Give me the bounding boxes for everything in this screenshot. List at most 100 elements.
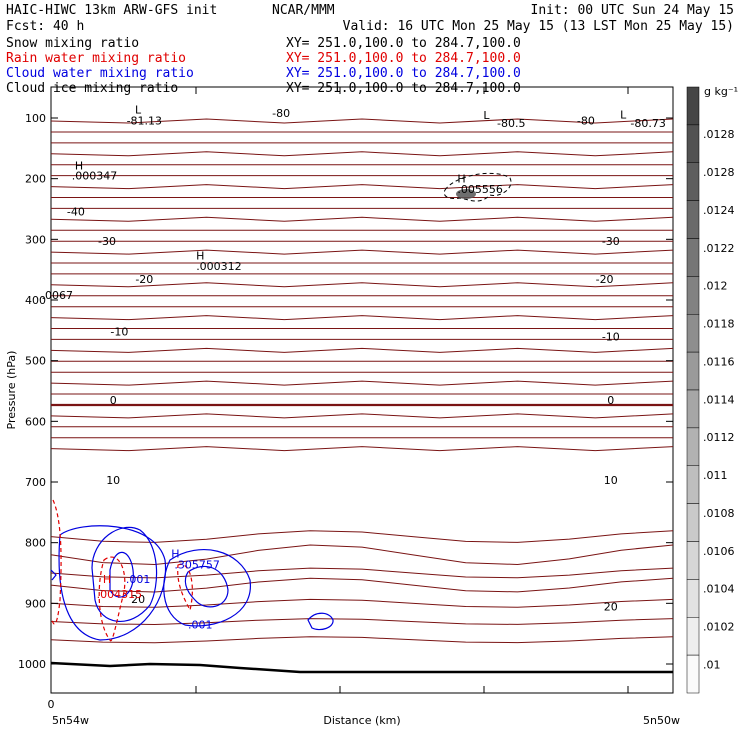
field-name-rain: Rain water mixing ratio <box>6 51 186 66</box>
colorbar-label: .01 <box>703 658 721 671</box>
colorbar-label: .012 <box>703 280 728 293</box>
temperature-label: -30 <box>602 235 620 248</box>
colorbar-swatch <box>686 579 700 618</box>
extremum-label: .000312 <box>196 260 242 273</box>
isotherm <box>50 544 674 566</box>
extremum-label: .0067 <box>41 289 73 302</box>
field-name-snow: Snow mixing ratio <box>6 36 139 51</box>
cloud-water-contour <box>109 551 134 598</box>
temperature-label: L <box>135 104 142 117</box>
colorbar-swatch <box>686 654 700 694</box>
extremum-label: H <box>103 573 111 586</box>
temperature-label: -40 <box>67 205 85 218</box>
temperature-label: 20 <box>604 600 618 613</box>
cloud-water-contour <box>163 549 251 627</box>
isotherm <box>50 315 674 321</box>
colorbar-label: .0112 <box>703 431 735 444</box>
isotherm <box>50 380 674 386</box>
temperature-label: -20 <box>135 273 153 286</box>
extremum-label: H <box>75 159 83 172</box>
y-tick-label: 800 <box>25 537 46 550</box>
colorbar-label: .0108 <box>703 507 735 520</box>
colorbar-swatch <box>686 200 700 239</box>
cloud-water-contour <box>91 526 158 622</box>
isotherm <box>50 567 674 579</box>
header-forecast-hour: Fcst: 40 h <box>6 19 84 34</box>
isotherm <box>50 618 674 626</box>
colorbar-swatch <box>686 276 700 315</box>
colorbar-label: .0124 <box>703 204 735 217</box>
colorbar-swatch <box>686 503 700 542</box>
x-tick-label: 0 <box>48 698 55 711</box>
y-tick-label: 300 <box>25 233 46 246</box>
rain-water-contour <box>177 563 193 612</box>
y-tick-label: 600 <box>25 415 46 428</box>
isotherm <box>50 184 674 190</box>
colorbar-swatch <box>686 389 700 429</box>
temperature-label: -80 <box>577 114 595 127</box>
header-init-time: Init: 00 UTC Sun 24 May 15 <box>531 3 735 18</box>
extremum-label: .004315 <box>97 588 143 601</box>
terrain-surface-line <box>50 661 673 674</box>
extremum-label: .000347 <box>72 170 118 183</box>
extremum-label: H <box>457 173 465 186</box>
header-valid-time: Valid: 16 UTC Mon 25 May 15 (13 LST Mon … <box>343 19 734 34</box>
colorbar-swatch <box>686 314 700 353</box>
temperature-label: 20 <box>131 593 145 606</box>
isotherm <box>50 347 674 353</box>
extremum-label: H <box>171 548 179 561</box>
cloud-water-contour <box>50 569 57 581</box>
field-xy-rain: XY= 251.0,100.0 to 284.7,100.0 <box>286 51 521 66</box>
field-xy-cloud-water: XY= 251.0,100.0 to 284.7,100.0 <box>286 66 521 81</box>
isotherm <box>50 151 674 157</box>
colorbar-swatch <box>686 86 700 126</box>
temperature-label: -80.5 <box>497 117 525 130</box>
temperature-label: 10 <box>106 474 120 487</box>
temperature-label: L <box>620 108 627 121</box>
colorbar-swatch <box>686 541 700 580</box>
x-left-location: 5n54w <box>52 714 89 727</box>
isotherm <box>50 413 674 419</box>
header-institution: NCAR/MMM <box>272 3 335 18</box>
cloud-water-contour <box>184 565 229 608</box>
snow-contours <box>443 172 512 202</box>
colorbar-label: .0104 <box>703 583 735 596</box>
isotherm <box>50 249 674 255</box>
extremum-label: .001 <box>188 619 213 632</box>
temperature-label: -80 <box>272 107 290 120</box>
y-tick-label: 100 <box>25 112 46 125</box>
colorbar-swatch <box>686 238 700 277</box>
temperature-label: -10 <box>110 326 128 339</box>
isotherm <box>50 118 674 124</box>
temperature-labels: -80-81.13L L-80.5 -80 L-80.73-40-30 -30-20 -2… <box>67 104 666 614</box>
colorbar-swatch <box>686 427 700 466</box>
extremum-label: .005556 <box>457 183 503 196</box>
y-tick-label: 1000 <box>18 658 46 671</box>
ice-maximum-shading <box>456 189 476 199</box>
colorbar-label: .0128 <box>703 166 735 179</box>
temperature-contours <box>50 118 674 644</box>
temperature-label: -81.13 <box>127 114 162 127</box>
temperature-label: 10 <box>604 474 618 487</box>
y-tick-label: 500 <box>25 355 46 368</box>
colorbar-swatch <box>686 465 700 504</box>
rain-water-contour <box>51 499 62 625</box>
y-tick-label: 900 <box>25 597 46 610</box>
extremum-label: .305757 <box>174 559 220 572</box>
temperature-label: L <box>483 109 490 122</box>
isotherm <box>50 446 674 452</box>
colorbar-label: .0128 <box>703 128 735 141</box>
temperature-label: -10 <box>602 330 620 343</box>
cloud-water-contour <box>58 525 167 641</box>
extremum-label: .001 <box>126 573 151 586</box>
isotherm <box>50 530 674 543</box>
rain-water-contour <box>98 556 126 642</box>
field-name-cloud-ice: Cloud ice mixing ratio <box>6 81 178 96</box>
isotherm <box>50 282 674 288</box>
field-xy-cloud-ice: XY= 251.0,100.0 to 284.7,100.0 <box>286 81 521 96</box>
temperature-label: 0 <box>110 394 117 407</box>
snow-contour <box>443 172 512 202</box>
x-axis: 0 5n54w 5n50w Distance (km) <box>48 87 680 727</box>
field-xy-snow: XY= 251.0,100.0 to 284.7,100.0 <box>286 36 521 51</box>
